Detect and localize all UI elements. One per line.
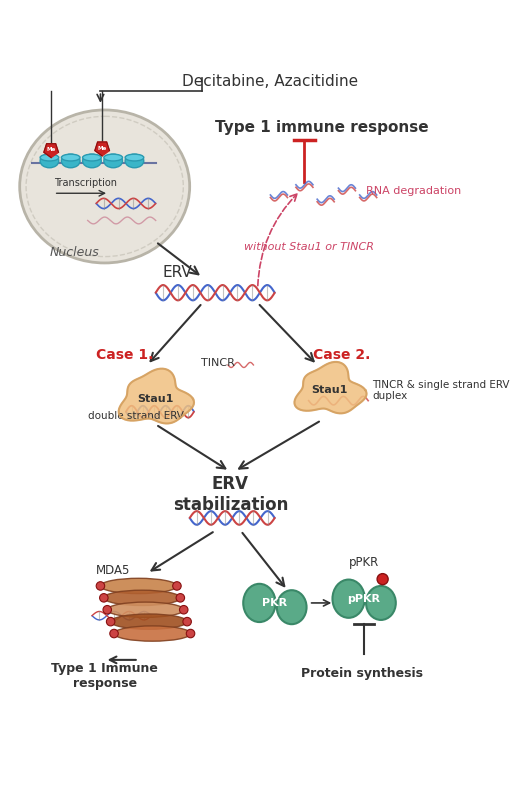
Text: PKR: PKR xyxy=(262,598,287,608)
Text: Type 1 immune response: Type 1 immune response xyxy=(214,120,428,135)
Ellipse shape xyxy=(40,154,59,167)
Ellipse shape xyxy=(83,154,101,161)
Ellipse shape xyxy=(103,605,111,614)
Text: Nucleus: Nucleus xyxy=(50,246,100,259)
Text: ERV
stabilization: ERV stabilization xyxy=(173,476,288,514)
Ellipse shape xyxy=(104,154,122,161)
Ellipse shape xyxy=(100,578,177,593)
Ellipse shape xyxy=(243,584,276,622)
Ellipse shape xyxy=(186,630,195,637)
Ellipse shape xyxy=(125,154,144,167)
Text: Transcription: Transcription xyxy=(54,178,117,188)
Text: Case 1.: Case 1. xyxy=(96,348,154,362)
Text: ERV: ERV xyxy=(162,265,192,280)
Text: Type 1 Immune
response: Type 1 Immune response xyxy=(51,663,158,690)
Ellipse shape xyxy=(61,154,80,167)
Polygon shape xyxy=(294,362,367,413)
Text: Stau1: Stau1 xyxy=(312,385,348,395)
Ellipse shape xyxy=(183,617,191,626)
Ellipse shape xyxy=(40,154,59,161)
Text: TINCR & single strand ERV
duplex: TINCR & single strand ERV duplex xyxy=(372,380,510,401)
Ellipse shape xyxy=(125,154,144,161)
Text: RNA degradation: RNA degradation xyxy=(366,185,461,196)
Ellipse shape xyxy=(176,593,185,602)
Ellipse shape xyxy=(104,154,122,167)
Text: pPKR: pPKR xyxy=(347,593,380,604)
Ellipse shape xyxy=(173,582,181,590)
Ellipse shape xyxy=(20,110,190,263)
Text: Case 2.: Case 2. xyxy=(313,348,370,362)
Ellipse shape xyxy=(83,154,101,167)
Ellipse shape xyxy=(104,590,180,605)
Ellipse shape xyxy=(96,582,105,590)
Text: Protein synthesis: Protein synthesis xyxy=(301,667,423,680)
Text: double strand ERV: double strand ERV xyxy=(88,411,184,421)
Ellipse shape xyxy=(61,154,80,161)
Text: Me: Me xyxy=(97,145,107,151)
Text: Decitabine, Azacitidine: Decitabine, Azacitidine xyxy=(183,74,358,90)
Text: pPKR: pPKR xyxy=(349,556,379,569)
Ellipse shape xyxy=(107,602,184,617)
Text: without Stau1 or TINCR: without Stau1 or TINCR xyxy=(244,242,373,252)
Ellipse shape xyxy=(110,630,118,637)
Ellipse shape xyxy=(366,586,396,620)
Ellipse shape xyxy=(179,605,188,614)
Text: MDA5: MDA5 xyxy=(96,564,130,578)
Ellipse shape xyxy=(277,590,306,624)
Ellipse shape xyxy=(333,579,365,618)
Polygon shape xyxy=(44,144,59,157)
Text: TINCR: TINCR xyxy=(201,358,235,368)
Ellipse shape xyxy=(377,574,388,585)
Text: Me: Me xyxy=(47,148,56,152)
Polygon shape xyxy=(119,369,194,424)
Polygon shape xyxy=(95,142,109,156)
Ellipse shape xyxy=(111,614,187,630)
Ellipse shape xyxy=(106,617,115,626)
Text: Stau1: Stau1 xyxy=(138,394,174,404)
Ellipse shape xyxy=(114,626,190,641)
Ellipse shape xyxy=(99,593,108,602)
